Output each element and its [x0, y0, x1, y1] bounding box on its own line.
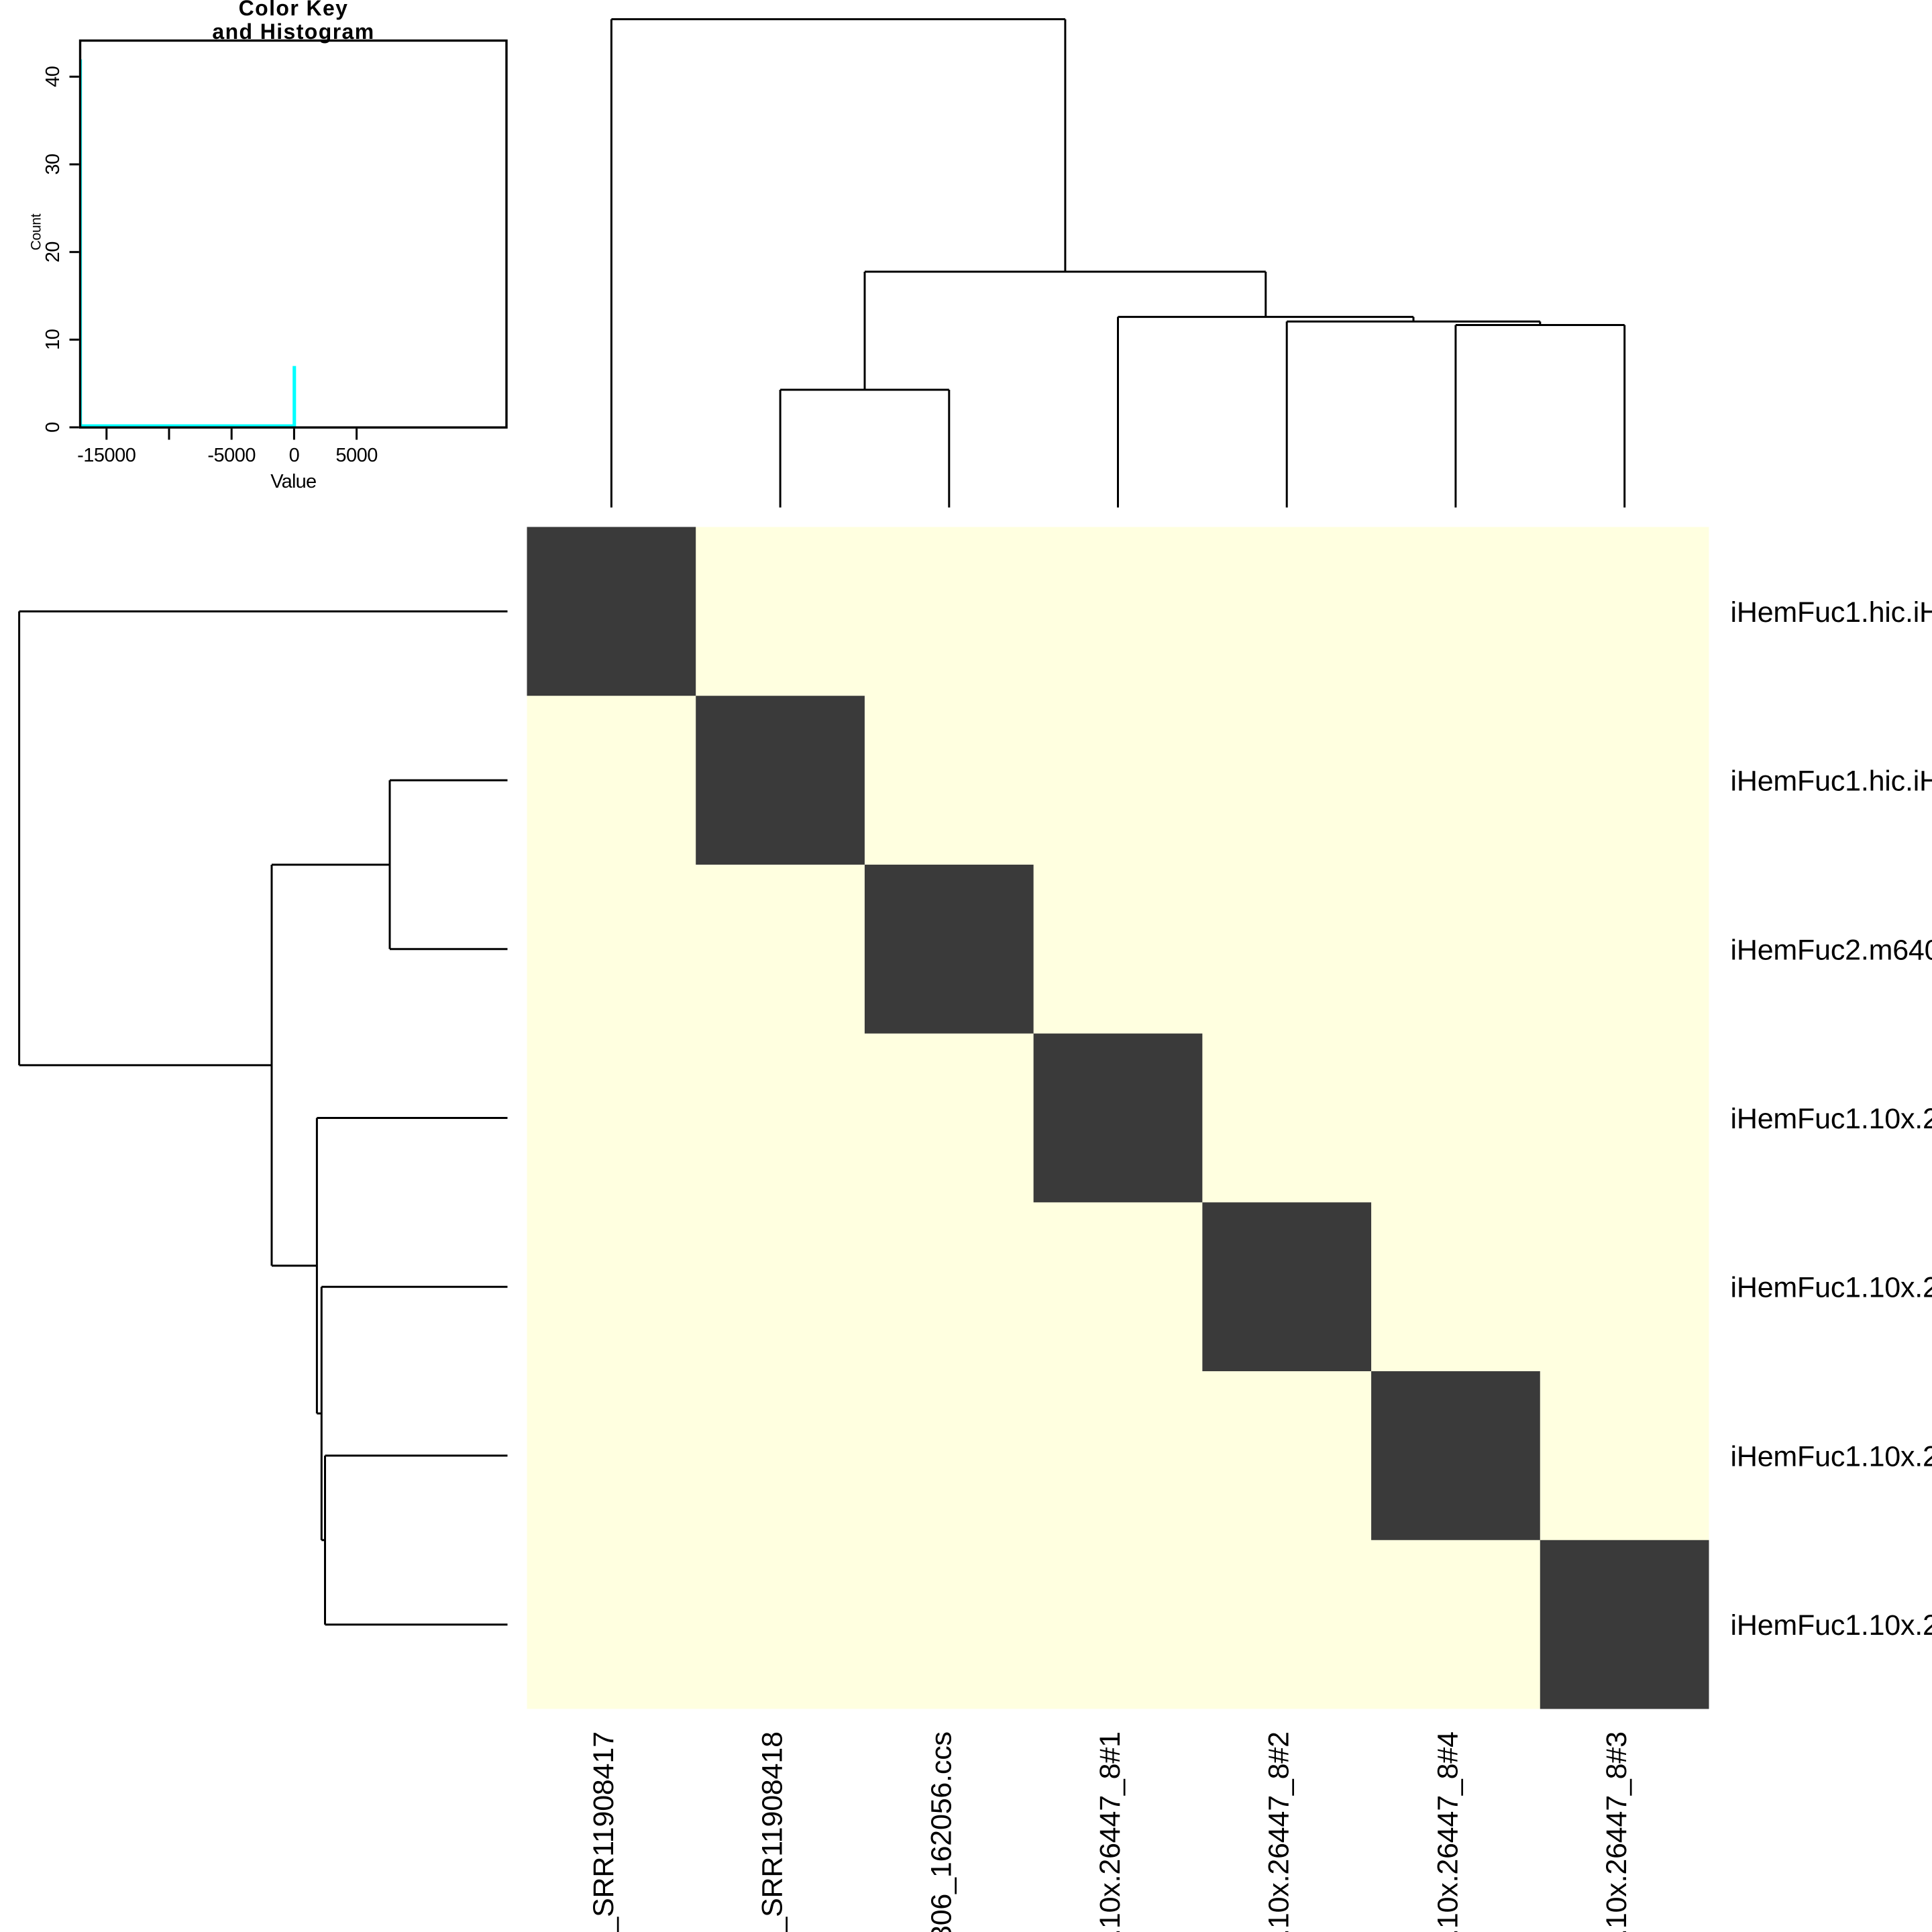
- svg-text:10: 10: [42, 329, 64, 350]
- svg-text:iHemFuc1.10x.26447_8#2: iHemFuc1.10x.26447_8#2: [1731, 1272, 1932, 1304]
- svg-text:40: 40: [42, 66, 64, 87]
- svg-text:iHemFuc1.10x.26447_8#4: iHemFuc1.10x.26447_8#4: [1432, 1731, 1464, 1932]
- svg-text:iHemFuc2.m64016_210306_162056.: iHemFuc2.m64016_210306_162056.ccs: [1731, 934, 1932, 966]
- svg-text:iHemFuc1.10x.26447_8#1: iHemFuc1.10x.26447_8#1: [1094, 1731, 1126, 1932]
- svg-text:iHemFuc2.m64016_210306_162056.: iHemFuc2.m64016_210306_162056.ccs: [925, 1731, 957, 1932]
- svg-text:iHemFuc1.hic.iHemFuc1_SRR11908: iHemFuc1.hic.iHemFuc1_SRR11908417: [1731, 596, 1932, 629]
- svg-text:and Histogram: and Histogram: [212, 19, 374, 44]
- svg-text:iHemFuc1.10x.26447_8#3: iHemFuc1.10x.26447_8#3: [1731, 1609, 1932, 1642]
- svg-text:5000: 5000: [335, 445, 378, 466]
- svg-text:Count: Count: [29, 213, 44, 250]
- svg-text:20: 20: [42, 241, 64, 262]
- svg-text:-5000: -5000: [207, 445, 256, 466]
- svg-text:iHemFuc1.hic.iHemFuc1_SRR11908: iHemFuc1.hic.iHemFuc1_SRR11908417: [588, 1731, 620, 1932]
- svg-text:0: 0: [42, 422, 64, 433]
- svg-text:Color Key: Color Key: [239, 0, 349, 20]
- svg-text:iHemFuc1.hic.iHemFuc1_SRR11908: iHemFuc1.hic.iHemFuc1_SRR11908418: [1731, 765, 1932, 798]
- svg-text:iHemFuc1.hic.iHemFuc1_SRR11908: iHemFuc1.hic.iHemFuc1_SRR11908418: [757, 1731, 789, 1932]
- svg-text:30: 30: [42, 154, 64, 174]
- svg-text:-15000: -15000: [77, 445, 136, 466]
- svg-text:Value: Value: [270, 471, 316, 492]
- svg-text:iHemFuc1.10x.26447_8#3: iHemFuc1.10x.26447_8#3: [1601, 1731, 1633, 1932]
- svg-text:0: 0: [289, 445, 300, 466]
- svg-text:iHemFuc1.10x.26447_8#1: iHemFuc1.10x.26447_8#1: [1731, 1103, 1932, 1135]
- svg-text:iHemFuc1.10x.26447_8#2: iHemFuc1.10x.26447_8#2: [1263, 1731, 1295, 1932]
- svg-text:iHemFuc1.10x.26447_8#4: iHemFuc1.10x.26447_8#4: [1731, 1440, 1932, 1472]
